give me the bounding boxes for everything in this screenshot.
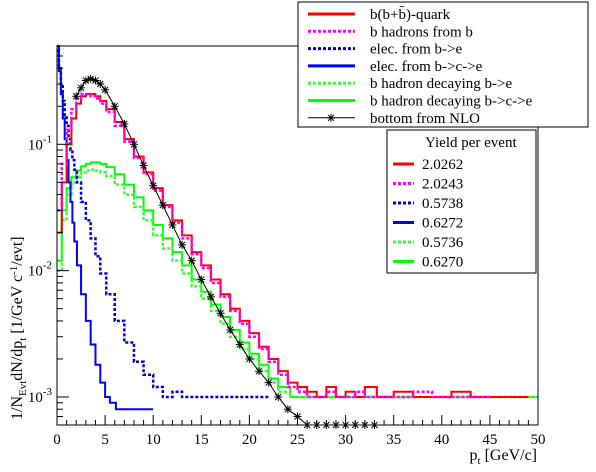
legend-yield-box xyxy=(386,129,537,274)
marker-stroke xyxy=(96,80,104,88)
marker-stroke xyxy=(255,367,263,375)
x-tick-label: 50 xyxy=(531,432,546,448)
series-point xyxy=(77,83,86,92)
series-point xyxy=(264,378,273,387)
legend-label: b(b+b̄)-quark xyxy=(370,7,451,23)
series-line xyxy=(57,45,154,411)
marker-stroke xyxy=(274,393,282,401)
legend-yield-value: 0.5738 xyxy=(422,196,463,212)
x-tick-label: 15 xyxy=(194,432,209,448)
x-axis-title: pt [GeV/c] xyxy=(470,447,537,467)
series-point xyxy=(110,102,119,111)
legend-yield-value: 2.0243 xyxy=(422,177,463,193)
marker-stroke xyxy=(140,162,147,169)
legend-label: elec. from b->c->e xyxy=(370,59,483,75)
marker-stroke xyxy=(101,86,109,94)
series-point xyxy=(206,292,215,301)
x-tick-label: 45 xyxy=(482,432,497,448)
marker-stroke xyxy=(246,355,253,363)
x-tick-label: 25 xyxy=(290,432,305,448)
series-point xyxy=(168,220,177,229)
series-point xyxy=(158,201,167,210)
y-axis-title: 1/NEvtdN/dpt [1/GeV c-1/evt] xyxy=(8,236,29,420)
marker-stroke xyxy=(197,276,205,283)
legend-yield: Yield per event 2.0262 2.0243 0.5738 0.6272… xyxy=(386,129,537,274)
series-point xyxy=(101,85,110,94)
x-tick-label: 35 xyxy=(386,432,401,448)
legend-label: b hadron decaying b->e xyxy=(370,76,512,92)
series-point xyxy=(149,181,158,190)
series-point xyxy=(178,240,187,249)
series-line xyxy=(57,92,490,399)
y-tick-label: 10-3 xyxy=(28,386,53,406)
series-point xyxy=(235,340,244,349)
marker-stroke xyxy=(226,326,234,334)
series-point xyxy=(81,76,90,85)
legend-label: bottom from NLO xyxy=(370,111,480,127)
marker-stroke xyxy=(188,257,196,264)
marker-stroke xyxy=(284,405,292,413)
marker-stroke xyxy=(159,201,167,209)
x-tick-label: 30 xyxy=(338,432,353,448)
x-tick-label: 10 xyxy=(146,432,161,448)
marker-stroke xyxy=(87,75,95,83)
x-tick-label: 40 xyxy=(434,432,449,448)
x-tick-label: 5 xyxy=(101,432,109,448)
legend-label: b hadron decaying b->c->e xyxy=(370,94,533,110)
marker-stroke xyxy=(149,182,157,190)
series-point xyxy=(283,405,292,414)
marker-stroke xyxy=(111,102,119,110)
y-tick-label: 10-2 xyxy=(28,260,52,280)
series-point xyxy=(72,92,81,101)
legend-label: elec. from b->e xyxy=(370,42,463,58)
series-point xyxy=(187,256,196,265)
marker-stroke xyxy=(92,77,99,84)
x-tick-label: 0 xyxy=(53,432,61,448)
legend-yield-value: 0.6270 xyxy=(422,255,463,271)
series-point xyxy=(274,392,283,401)
legend-marker xyxy=(327,114,335,122)
series-line xyxy=(57,49,269,399)
series-line xyxy=(75,78,375,426)
series-point xyxy=(197,275,206,284)
series-point xyxy=(120,119,129,128)
marker-stroke xyxy=(217,309,224,317)
marker-stroke xyxy=(265,379,272,386)
marker-stroke xyxy=(72,92,80,100)
marker-stroke xyxy=(178,241,186,249)
legend-yield-header: Yield per event xyxy=(425,135,517,151)
legend-yield-value: 2.0262 xyxy=(422,157,463,173)
series-point xyxy=(245,354,254,363)
marker-stroke xyxy=(169,221,176,229)
series-point xyxy=(96,80,105,89)
legend-label: b hadrons from b xyxy=(370,24,473,40)
series-point xyxy=(91,76,100,85)
marker-stroke xyxy=(236,341,244,348)
series-point xyxy=(255,367,264,376)
series-point xyxy=(216,309,225,318)
series-point xyxy=(139,161,148,170)
legend-yield-value: 0.6272 xyxy=(422,216,463,232)
y-tick-label: 10-1 xyxy=(28,133,52,153)
marker-stroke xyxy=(130,140,138,148)
series-point xyxy=(129,140,138,149)
legend-yield-value: 0.5736 xyxy=(422,235,464,251)
series-point xyxy=(226,325,235,334)
marker-stroke xyxy=(207,293,215,301)
marker-stroke xyxy=(120,120,128,128)
x-tick-label: 20 xyxy=(242,432,257,448)
marker-stroke xyxy=(77,84,85,92)
